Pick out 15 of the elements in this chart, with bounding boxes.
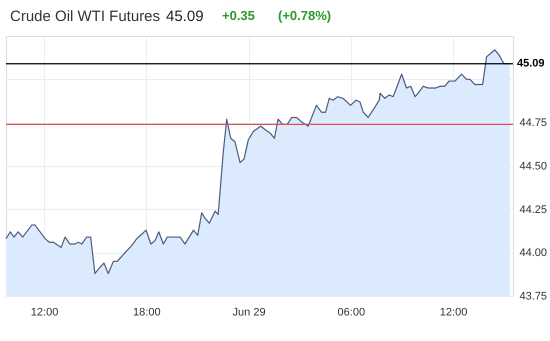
x-tick-label: 12:00: [30, 306, 58, 318]
text: 45.09: [166, 8, 204, 25]
text: +0.35: [222, 8, 255, 23]
chart-title: Crude Oil WTI Futures: [10, 8, 160, 25]
x-tick-label: Jun 29: [232, 306, 266, 318]
ref-line-label: 45.09: [517, 58, 545, 70]
y-tick-label: 44.25: [520, 204, 548, 216]
x-tick-label: 18:00: [133, 306, 161, 318]
x-tick-label: 06:00: [338, 306, 366, 318]
x-tick-label: 12:00: [440, 306, 468, 318]
y-tick-label: 44.75: [520, 117, 548, 130]
text: (+0.78%): [278, 8, 332, 23]
y-tick-label: 44.50: [520, 160, 548, 172]
y-tick-label: 44.00: [520, 247, 548, 260]
y-tick-label: 43.75: [520, 290, 548, 302]
